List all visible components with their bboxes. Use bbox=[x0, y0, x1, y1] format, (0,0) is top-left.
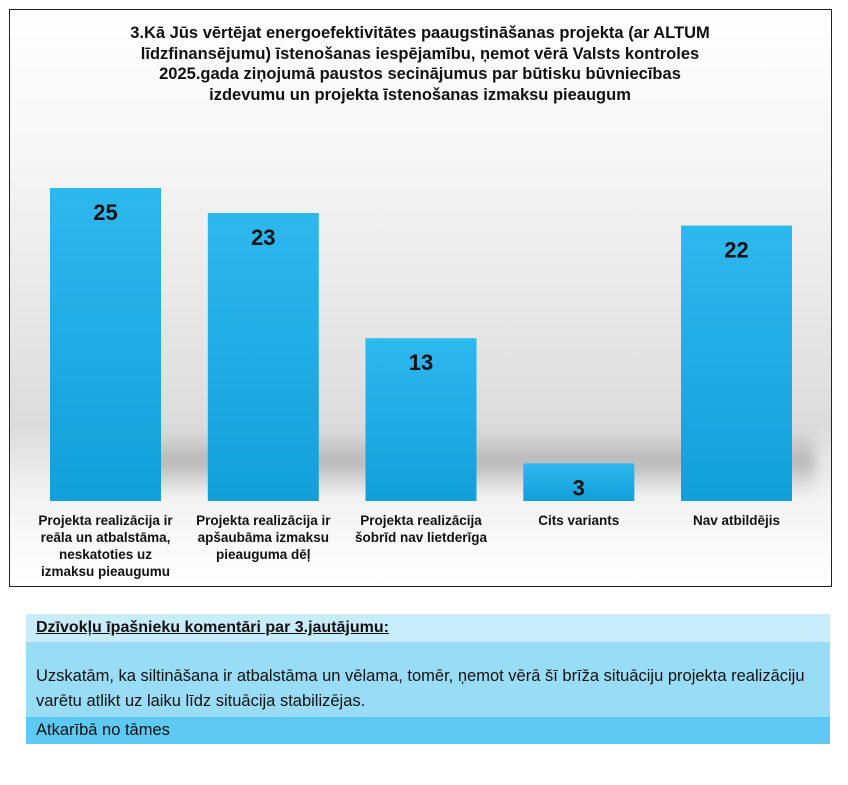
comment-item: Atkarībā no tāmes bbox=[26, 717, 830, 744]
data-label: 23 bbox=[251, 225, 275, 250]
x-tick-label-line: pieauguma dēļ bbox=[216, 547, 311, 562]
data-label: 25 bbox=[93, 200, 117, 225]
x-tick-label-line: apšaubāma izmaksu bbox=[197, 530, 329, 545]
x-tick-label-line: Projekta realizācija ir bbox=[38, 513, 173, 528]
x-tick-label-line: Projekta realizācija bbox=[360, 513, 482, 528]
x-tick-label: Projekta realizācija šobrīd nav lietderīg… bbox=[346, 512, 496, 546]
comment-item: Uzskatām, ka siltināšana ir atbalstāma u… bbox=[26, 642, 830, 717]
x-tick-label-line: Projekta realizācija ir bbox=[196, 513, 331, 528]
x-tick-label: Projekta realizācija ir apšaubāma izmaksu… bbox=[188, 512, 338, 563]
x-tick-label-line: reāla un atbalstāma, bbox=[40, 530, 171, 545]
x-tick-label-line: šobrīd nav lietderīga bbox=[354, 530, 488, 545]
bar bbox=[50, 188, 161, 501]
chart-title-line: izdevumu un projekta īstenošanas izmaksu… bbox=[209, 85, 631, 104]
x-tick-label: Cits variants bbox=[504, 512, 654, 529]
x-tick-label-line: neskatoties uz bbox=[58, 547, 153, 562]
x-tick-label-line: Cits variants bbox=[538, 513, 620, 528]
bar bbox=[207, 213, 319, 501]
x-tick-label-line: Nav atbildējis bbox=[692, 513, 781, 528]
bar bbox=[523, 463, 635, 501]
comments-panel: Dzīvokļu īpašnieku komentāri par 3.jautā… bbox=[26, 614, 830, 744]
chart-title: 3.Kā Jūs vērtējat energoefektivitātes pa… bbox=[70, 23, 770, 105]
data-label: 13 bbox=[409, 350, 433, 375]
data-label: 3 bbox=[573, 475, 585, 500]
chart-title-line: 2025.gada ziņojumā paustos secinājumus p… bbox=[159, 65, 681, 83]
data-label: 22 bbox=[724, 238, 748, 263]
bar bbox=[365, 338, 477, 501]
chart-title-line: 3.Kā Jūs vērtējat energoefektivitātes pa… bbox=[130, 24, 710, 42]
bar bbox=[681, 225, 792, 501]
chart-title-line: līdzfinansējumu) īstenošanas iespējamību… bbox=[140, 44, 700, 63]
bar-chart: 25 23 13 3 22 bbox=[50, 188, 815, 501]
x-tick-label: Nav atbildējis bbox=[662, 512, 812, 529]
x-tick-label: Projekta realizācija ir reāla un atbalstā… bbox=[31, 512, 181, 580]
comments-heading: Dzīvokļu īpašnieku komentāri par 3.jautā… bbox=[26, 614, 830, 642]
x-tick-label-line: izmaksu pieaugumu bbox=[40, 564, 171, 579]
